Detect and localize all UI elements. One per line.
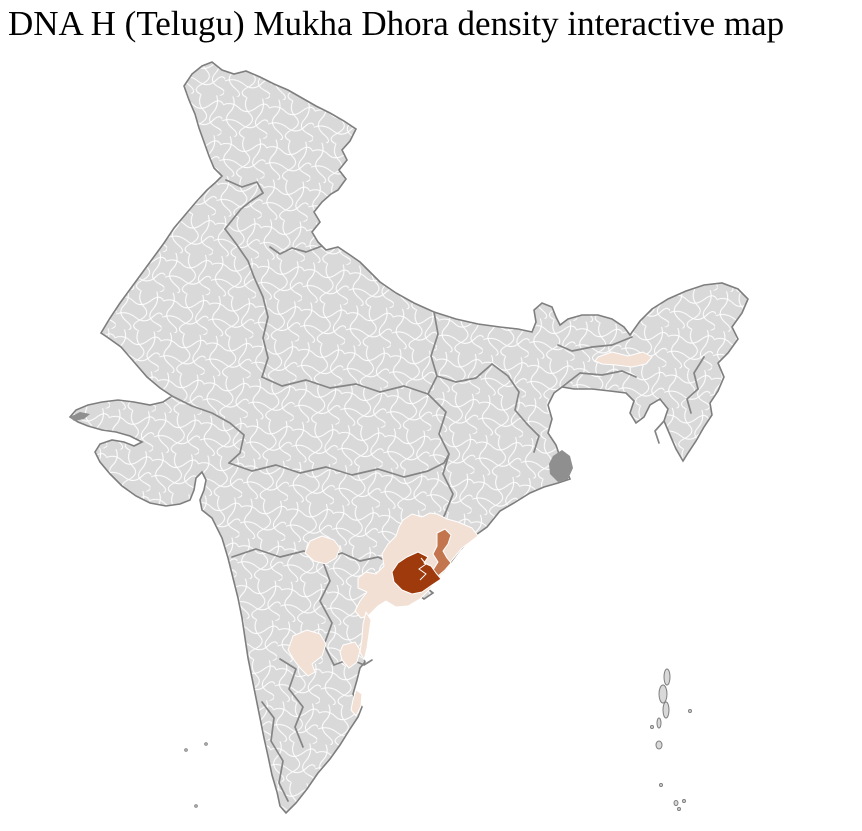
- page-title: DNA H (Telugu) Mukha Dhora density inter…: [8, 4, 785, 43]
- delta-marsh-area: [549, 450, 573, 482]
- india-outline: [69, 61, 749, 814]
- state-borders: [171, 179, 705, 802]
- district-high-inner-border: [418, 557, 427, 581]
- kutch-creek-area: [70, 412, 90, 421]
- district-low-3[interactable]: [339, 641, 361, 669]
- district-medium-1[interactable]: [432, 528, 452, 577]
- district-low-4[interactable]: [359, 611, 372, 661]
- district-low-5[interactable]: [350, 689, 363, 717]
- district-high-1[interactable]: [391, 551, 442, 595]
- district-low-1[interactable]: [304, 535, 341, 565]
- district-low-2[interactable]: [287, 629, 327, 677]
- island-districts[interactable]: [184, 668, 692, 811]
- district-low-6[interactable]: [594, 351, 653, 368]
